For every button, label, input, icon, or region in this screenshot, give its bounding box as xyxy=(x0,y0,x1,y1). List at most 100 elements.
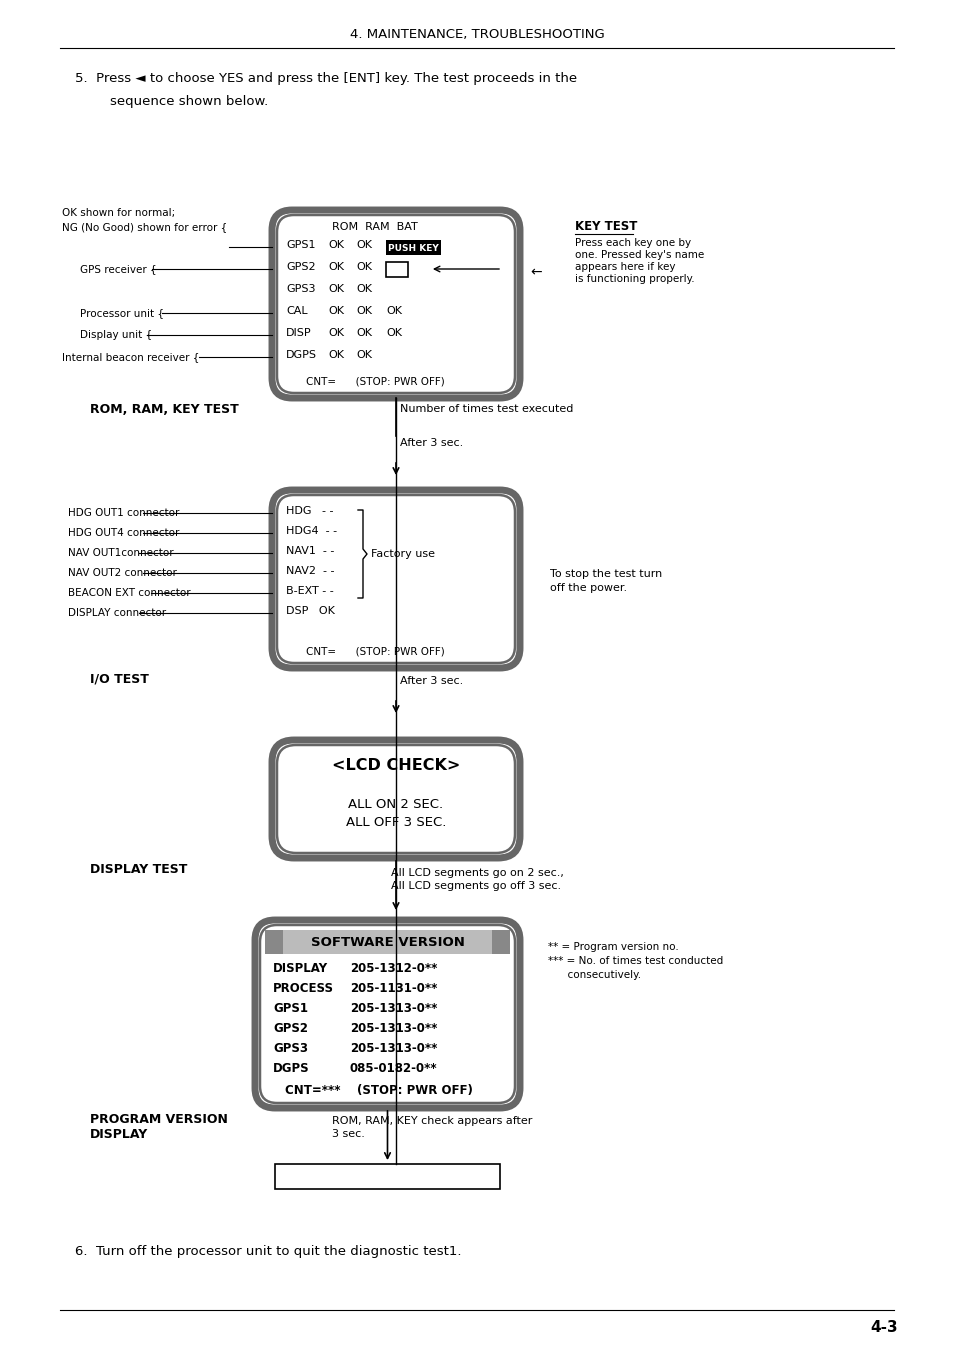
Text: HDG   - -: HDG - - xyxy=(286,507,334,516)
FancyBboxPatch shape xyxy=(492,929,510,954)
Text: ALL ON 2 SEC.: ALL ON 2 SEC. xyxy=(348,798,443,811)
Text: PROGRAM VERSION: PROGRAM VERSION xyxy=(90,1113,228,1125)
Text: KEY TEST: KEY TEST xyxy=(575,220,637,232)
Text: After 3 sec.: After 3 sec. xyxy=(399,676,463,686)
Text: DISPLAY: DISPLAY xyxy=(273,962,328,975)
Text: OK: OK xyxy=(386,305,401,316)
Text: OK: OK xyxy=(355,328,372,338)
Text: CAL: CAL xyxy=(286,305,307,316)
Text: GPS3: GPS3 xyxy=(273,1042,308,1055)
Text: OK: OK xyxy=(355,305,372,316)
Text: 205-1312-0**: 205-1312-0** xyxy=(350,962,436,975)
Text: ALL OFF 3 SEC.: ALL OFF 3 SEC. xyxy=(345,816,446,830)
Text: PUSH KEY: PUSH KEY xyxy=(388,245,438,253)
FancyBboxPatch shape xyxy=(265,929,283,954)
FancyBboxPatch shape xyxy=(386,262,408,277)
Text: OK: OK xyxy=(355,262,372,272)
Text: OK: OK xyxy=(328,350,344,359)
Text: PROCESS: PROCESS xyxy=(273,982,334,994)
Text: ←: ← xyxy=(530,265,541,280)
Text: one. Pressed key's name: one. Pressed key's name xyxy=(575,250,703,259)
Text: NAV2  - -: NAV2 - - xyxy=(286,566,335,576)
Text: 5.  Press ◄ to choose YES and press the [ENT] key. The test proceeds in the: 5. Press ◄ to choose YES and press the [… xyxy=(75,72,577,85)
Text: is functioning properly.: is functioning properly. xyxy=(575,274,694,284)
Text: OK: OK xyxy=(386,328,401,338)
Text: B-EXT - -: B-EXT - - xyxy=(286,586,334,596)
Text: GPS2: GPS2 xyxy=(286,262,315,272)
Text: GPS3: GPS3 xyxy=(286,284,315,295)
Text: HDG4  - -: HDG4 - - xyxy=(286,526,336,536)
Text: 205-1313-0**: 205-1313-0** xyxy=(350,1002,436,1015)
Text: GPS2: GPS2 xyxy=(273,1021,308,1035)
Text: OK: OK xyxy=(328,328,344,338)
Text: 4. MAINTENANCE, TROUBLESHOOTING: 4. MAINTENANCE, TROUBLESHOOTING xyxy=(349,28,604,41)
Text: <LCD CHECK>: <LCD CHECK> xyxy=(332,758,459,773)
Text: Internal beacon receiver {: Internal beacon receiver { xyxy=(62,353,199,362)
Text: ROM, RAM, KEY TEST: ROM, RAM, KEY TEST xyxy=(90,403,238,416)
Text: CNT=      (STOP: PWR OFF): CNT= (STOP: PWR OFF) xyxy=(306,376,444,386)
Text: ** = Program version no.: ** = Program version no. xyxy=(547,942,678,952)
Text: Press each key one by: Press each key one by xyxy=(575,238,690,249)
Text: I/O TEST: I/O TEST xyxy=(90,673,149,686)
Text: NAV OUT1connector: NAV OUT1connector xyxy=(68,549,173,558)
Text: ROM, RAM, KEY check appears after: ROM, RAM, KEY check appears after xyxy=(333,1116,533,1125)
Text: All LCD segments go off 3 sec.: All LCD segments go off 3 sec. xyxy=(391,881,560,892)
Text: NAV OUT2 connector: NAV OUT2 connector xyxy=(68,567,176,578)
FancyBboxPatch shape xyxy=(274,1165,499,1189)
Text: sequence shown below.: sequence shown below. xyxy=(110,95,268,108)
Text: OK shown for normal;: OK shown for normal; xyxy=(62,208,175,218)
FancyBboxPatch shape xyxy=(272,740,519,858)
Text: SOFTWARE VERSION: SOFTWARE VERSION xyxy=(311,936,464,950)
Text: OK: OK xyxy=(355,284,372,295)
Text: DGPS: DGPS xyxy=(273,1062,310,1075)
Text: 205-1313-0**: 205-1313-0** xyxy=(350,1042,436,1055)
Text: GPS1: GPS1 xyxy=(273,1002,308,1015)
Text: Factory use: Factory use xyxy=(371,549,435,559)
Text: appears here if key: appears here if key xyxy=(575,262,675,272)
Text: HDG OUT4 connector: HDG OUT4 connector xyxy=(68,528,179,538)
Text: To stop the test turn: To stop the test turn xyxy=(550,569,661,580)
Text: Number of times test executed: Number of times test executed xyxy=(399,404,573,413)
Text: After 3 sec.: After 3 sec. xyxy=(399,438,463,449)
Text: 4-3: 4-3 xyxy=(869,1320,897,1335)
Text: NAV1  - -: NAV1 - - xyxy=(286,546,334,557)
Text: *** = No. of times test conducted: *** = No. of times test conducted xyxy=(547,957,722,966)
FancyBboxPatch shape xyxy=(276,744,515,852)
Text: 085-0182-0**: 085-0182-0** xyxy=(350,1062,437,1075)
Text: GPS receiver {: GPS receiver { xyxy=(80,263,156,274)
Text: BEACON EXT connector: BEACON EXT connector xyxy=(68,588,191,598)
Text: 3 sec.: 3 sec. xyxy=(333,1129,365,1139)
Text: DISPLAY TEST: DISPLAY TEST xyxy=(90,863,187,875)
Text: HDG OUT1 connector: HDG OUT1 connector xyxy=(68,508,179,517)
Text: ROM  RAM  BAT: ROM RAM BAT xyxy=(332,222,417,232)
Text: OK: OK xyxy=(355,350,372,359)
Text: off the power.: off the power. xyxy=(550,584,626,593)
Text: DISPLAY connector: DISPLAY connector xyxy=(68,608,166,617)
Text: DISPLAY: DISPLAY xyxy=(90,1128,148,1142)
Text: All LCD segments go on 2 sec.,: All LCD segments go on 2 sec., xyxy=(391,867,563,878)
Text: 205-1313-0**: 205-1313-0** xyxy=(350,1021,436,1035)
Text: OK: OK xyxy=(328,240,344,250)
Text: NG (No Good) shown for error {: NG (No Good) shown for error { xyxy=(62,222,227,232)
Text: Processor unit {: Processor unit { xyxy=(80,308,164,317)
Text: GPS1: GPS1 xyxy=(286,240,315,250)
Text: 205-1131-0**: 205-1131-0** xyxy=(350,982,436,994)
FancyBboxPatch shape xyxy=(276,215,515,393)
Text: OK: OK xyxy=(328,305,344,316)
FancyBboxPatch shape xyxy=(386,240,440,255)
FancyBboxPatch shape xyxy=(265,929,510,954)
Text: DISP: DISP xyxy=(286,328,312,338)
Text: DSP   OK: DSP OK xyxy=(286,607,335,616)
Text: CNT=      (STOP: PWR OFF): CNT= (STOP: PWR OFF) xyxy=(306,646,444,657)
Text: 6.  Turn off the processor unit to quit the diagnostic test1.: 6. Turn off the processor unit to quit t… xyxy=(75,1246,461,1258)
Text: OK: OK xyxy=(328,262,344,272)
Text: Display unit {: Display unit { xyxy=(80,330,152,340)
Text: DGPS: DGPS xyxy=(286,350,316,359)
FancyBboxPatch shape xyxy=(272,209,519,399)
Text: CNT=***    (STOP: PWR OFF): CNT=*** (STOP: PWR OFF) xyxy=(285,1084,473,1097)
FancyBboxPatch shape xyxy=(254,920,519,1108)
Text: OK: OK xyxy=(355,240,372,250)
FancyBboxPatch shape xyxy=(260,925,515,1102)
Text: OK: OK xyxy=(328,284,344,295)
FancyBboxPatch shape xyxy=(272,490,519,667)
